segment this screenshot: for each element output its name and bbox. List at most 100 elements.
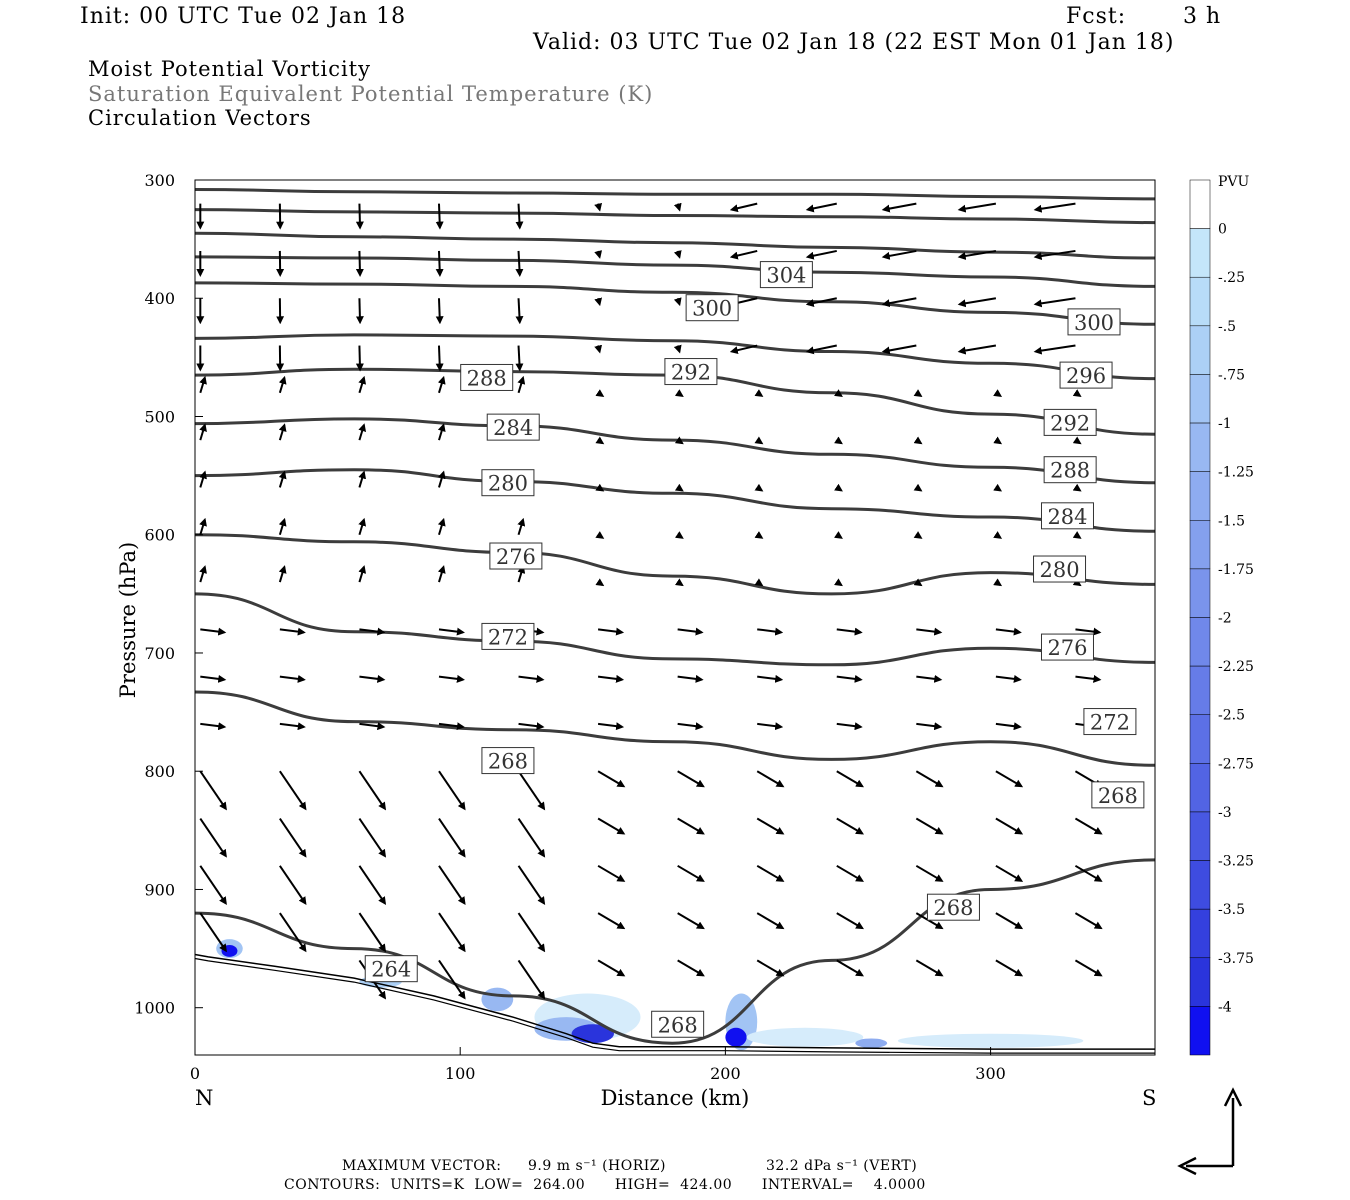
circulation-vector [595, 531, 605, 539]
max-vector-vert: 32.2 dPa s⁻¹ (VERT) [766, 1158, 918, 1174]
contour-label-box [486, 413, 540, 441]
circulation-vector [673, 202, 682, 212]
contour-label-box [364, 955, 418, 983]
circulation-vector [993, 389, 1003, 397]
colorbar-segment [1189, 568, 1211, 618]
circulation-vector [836, 912, 864, 930]
circulation-vector [1033, 202, 1076, 213]
circulation-vector [995, 817, 1024, 835]
init-time: Init: 00 UTC Tue 02 Jan 18 [80, 4, 407, 29]
contour-label: 292 [671, 361, 711, 385]
contour-label-box [481, 469, 535, 497]
circulation-vector [995, 912, 1024, 930]
x-axis: 0 100 200 300 [190, 1047, 1006, 1083]
circulation-vector [754, 531, 764, 539]
circulation-vector [594, 344, 603, 354]
circulation-vector [913, 531, 923, 539]
contour-label: 284 [493, 416, 533, 440]
contour-label-box [651, 1010, 705, 1038]
circulation-vector [359, 722, 386, 731]
pv-shade [746, 1027, 864, 1047]
circulation-vector [677, 959, 705, 977]
circulation-vector [729, 344, 758, 355]
circulation-vector [595, 389, 605, 397]
circulation-vector [993, 578, 1003, 587]
circulation-vector [199, 770, 227, 811]
y-axis: 300 400 500 600 700 800 900 1000 [134, 171, 203, 1018]
circulation-vector [358, 517, 367, 536]
circulation-vector [995, 770, 1024, 788]
circulation-vector [836, 770, 864, 788]
circulation-vector [677, 627, 704, 636]
circulation-vector [438, 674, 465, 683]
forecast-label: Fcst: [1066, 4, 1127, 29]
circulation-vector [517, 865, 546, 905]
valid-time: Valid: 03 UTC Tue 02 Jan 18 (22 EST Mon … [533, 30, 1175, 55]
colorbar-segment [1189, 957, 1211, 1007]
circulation-vector [597, 864, 626, 882]
circulation-vector [199, 817, 227, 858]
theta-e-contour [195, 690, 1155, 767]
circulation-vector [438, 817, 466, 858]
circulation-vector [674, 436, 684, 445]
contour-label-box [1033, 555, 1087, 583]
circulation-vector [677, 864, 705, 882]
circulation-vector [913, 483, 923, 492]
colorbar-segment [1189, 714, 1211, 764]
contour-label-box [481, 747, 535, 775]
circulation-vector [200, 627, 227, 636]
circulation-vector [916, 674, 943, 683]
circulation-vector [913, 578, 923, 587]
circulation-vector [358, 470, 367, 488]
colorbar-segment [1189, 228, 1211, 278]
x-tick-label: 100 [445, 1064, 476, 1083]
circulation-vector [355, 250, 364, 277]
pv-shade [855, 1038, 888, 1048]
circulation-vector [913, 436, 923, 445]
circulation-vector [1072, 578, 1082, 587]
circulation-vector [957, 297, 997, 308]
contour-label: 272 [488, 625, 528, 649]
circulation-vector [754, 578, 764, 587]
circulation-vector [834, 578, 843, 587]
colorbar-label: -.25 [1218, 270, 1245, 286]
colorbar-segment [1189, 325, 1211, 375]
contour-label-box [1083, 708, 1137, 736]
circulation-vector [594, 250, 603, 259]
circulation-vector [278, 470, 287, 488]
circulation-vector [916, 722, 943, 731]
contour-label: 288 [1050, 459, 1090, 483]
circulation-vector [199, 375, 207, 394]
contour-label: 268 [488, 750, 528, 774]
circulation-vector [674, 389, 684, 397]
contour-label-box [481, 622, 535, 650]
circulation-vector [594, 202, 603, 212]
colorbar-segment [1189, 860, 1211, 910]
pv-colorbar: 0 -.25 -.5 -.75 -1 -1.25 -1.5 -1.75 -2 -2.25 -2.5 -… [1189, 179, 1254, 1056]
field-title-pv: Moist Potential Vorticity [88, 57, 371, 81]
theta-e-contour [195, 333, 1155, 381]
colorbar-label: -1.5 [1218, 513, 1245, 529]
circulation-vector [677, 770, 705, 788]
circulation-vector [836, 864, 864, 882]
colorbar-segment [1189, 763, 1211, 813]
circulation-vector [834, 389, 843, 397]
circulation-vector [279, 817, 307, 858]
contour-label-box [1059, 361, 1113, 389]
circulation-vector [517, 517, 526, 536]
contour-label-box [1043, 408, 1097, 436]
colorbar-segment [1189, 665, 1211, 715]
circulation-vector [597, 959, 626, 977]
circulation-vector [358, 817, 387, 858]
x-end-label-north: N [195, 1086, 213, 1110]
y-tick-label: 900 [144, 880, 175, 899]
colorbar-label: -1.25 [1218, 465, 1254, 481]
y-tick-label: 800 [144, 762, 175, 781]
y-tick-label: 700 [144, 644, 175, 663]
circulation-vector [435, 203, 444, 230]
theta-e-contour [195, 208, 1155, 225]
contour-label-box [926, 893, 980, 921]
circulation-vector [597, 912, 626, 930]
circulation-vector [729, 202, 758, 213]
circulation-vector [199, 517, 207, 536]
